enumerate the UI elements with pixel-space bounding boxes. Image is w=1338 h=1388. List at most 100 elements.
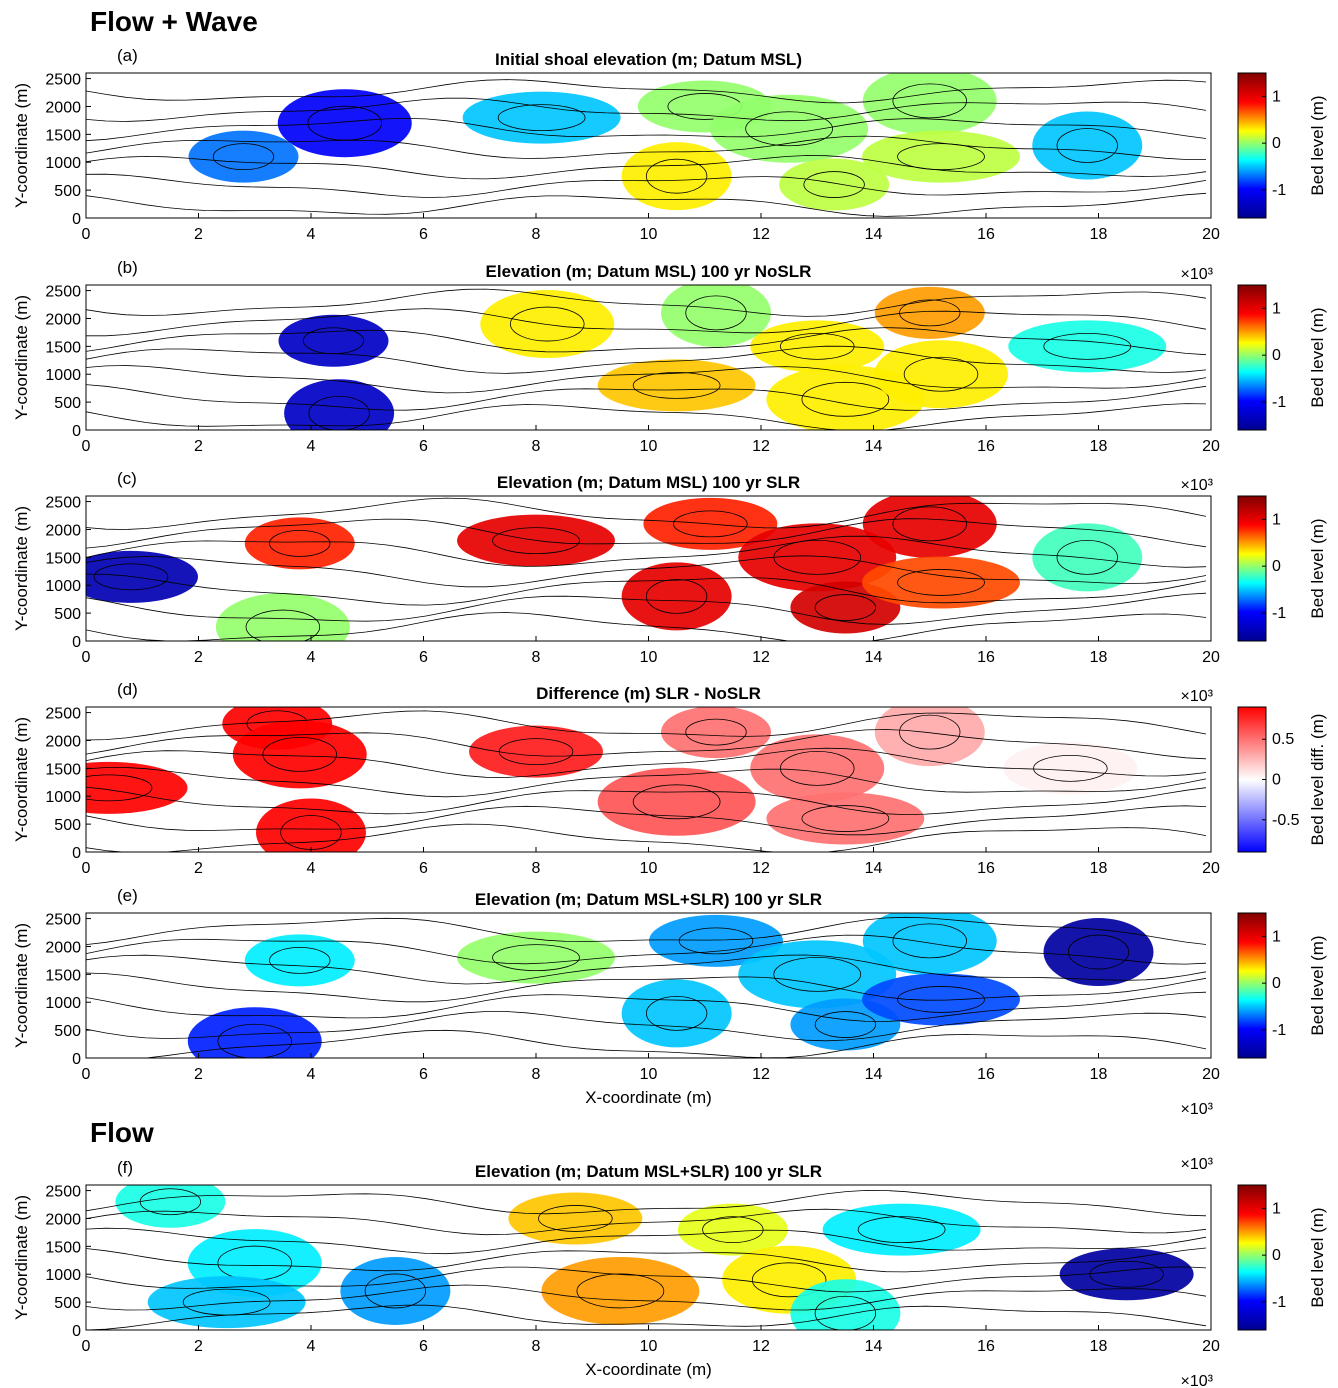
contour-line: [86, 97, 1207, 122]
colorbar-tick-label: 0: [1272, 1247, 1281, 1264]
x-tick-label: 0: [82, 649, 91, 666]
y-tick-label: 1000: [45, 155, 81, 172]
colorbar: [1237, 284, 1267, 431]
shoal-patch: [862, 73, 997, 135]
y-tick-label: 500: [54, 1295, 81, 1312]
y-tick-label: 2000: [45, 311, 81, 328]
contour-line: [86, 555, 1207, 588]
x-tick-label: 12: [752, 1066, 770, 1083]
y-tick-label: 2500: [45, 912, 81, 929]
panel-label: (a): [117, 46, 138, 65]
x-tick-label: 18: [1090, 226, 1108, 243]
y-axis-label: Y-coordinate (m): [12, 83, 31, 208]
panel-1: 0 2 4 6 8 10 12 14 16 18 2005001000150020002500(b)…: [12, 258, 1327, 455]
contour-line: [86, 805, 1207, 836]
y-tick-label: 2000: [45, 733, 81, 750]
contour-line: [86, 1247, 1207, 1273]
x-tick-label: 16: [977, 860, 995, 877]
bed-field: [86, 1185, 1211, 1330]
colorbar-tick-label: -1: [1272, 182, 1286, 199]
contour-line: [86, 497, 1207, 530]
shoal-patch: [187, 1007, 322, 1058]
contour-line: [86, 327, 1207, 356]
contour-line: [86, 365, 1207, 394]
x-tick-label: 20: [1202, 1338, 1220, 1355]
x-tick-label: 4: [307, 860, 316, 877]
x-tick-label: 0: [82, 1066, 91, 1083]
contour-line: [86, 786, 1207, 816]
shoal-contour: [1033, 754, 1108, 782]
colorbar-label: Bed level (m): [1308, 307, 1327, 407]
shoal-patch: [278, 314, 389, 367]
colorbar-label: Bed level (m): [1308, 1207, 1327, 1307]
x-tick-label: 10: [640, 860, 658, 877]
shoal-contour: [903, 356, 979, 392]
x-multiplier: ×10³: [1181, 688, 1214, 705]
shoal-contour: [645, 158, 708, 194]
y-axis-label: Y-coordinate (m): [12, 506, 31, 631]
shoal-contour: [86, 774, 153, 802]
shoal-contour: [632, 371, 721, 399]
shoal-contour: [212, 143, 275, 171]
contour-line: [86, 1227, 1207, 1255]
y-tick-label: 1000: [45, 995, 81, 1012]
shoal-contour: [93, 563, 169, 591]
shoal-contour: [892, 506, 968, 542]
contour-line: [86, 573, 1207, 606]
shoal-patch: [738, 940, 897, 1009]
colorbar-tick-label: 0.5: [1272, 731, 1294, 748]
shoal-patch: [86, 550, 198, 603]
y-tick-label: 1500: [45, 967, 81, 984]
contour-line: [86, 403, 1207, 430]
y-tick-label: 2500: [45, 706, 81, 723]
contour-line: [86, 1304, 1207, 1330]
x-tick-label: 4: [307, 1338, 316, 1355]
shoal-contour: [814, 1295, 877, 1330]
shoal-patch: [621, 979, 732, 1048]
x-tick-label: 16: [977, 1338, 995, 1355]
y-tick-label: 2000: [45, 99, 81, 116]
section-title-flow: Flow: [90, 1117, 154, 1148]
shoal-patch: [862, 496, 997, 558]
y-tick-label: 2000: [45, 522, 81, 539]
contour-line: [86, 1189, 1207, 1217]
shoal-patch: [766, 792, 925, 845]
shoal-patch: [340, 1256, 451, 1325]
x-tick-label: 10: [640, 1338, 658, 1355]
shoal-contour: [632, 784, 721, 820]
top-multiplier: ×10³: [1181, 1156, 1214, 1173]
bed-field: [86, 496, 1211, 641]
y-tick-label: 500: [54, 183, 81, 200]
x-tick-label: 4: [307, 1066, 316, 1083]
contour-line: [86, 535, 1207, 568]
colorbar-tick-label: 0: [1272, 772, 1281, 789]
panel-label: (e): [117, 886, 138, 905]
shoal-contour: [814, 594, 877, 621]
channel-contours: [86, 1189, 1207, 1330]
panel-5: 0 2 4 6 8 10 12 14 16 18 2005001000150020002500(f)…: [12, 1156, 1327, 1388]
y-axis-label: Y-coordinate (m): [12, 923, 31, 1048]
contour-line: [86, 934, 1207, 965]
x-axis-label: X-coordinate (m): [585, 1088, 712, 1107]
x-tick-label: 0: [82, 860, 91, 877]
shoal-contour: [897, 986, 985, 1013]
panel-label: (b): [117, 258, 138, 277]
y-tick-label: 0: [72, 1051, 81, 1068]
x-tick-label: 10: [640, 438, 658, 455]
x-multiplier: ×10³: [1181, 1101, 1214, 1118]
shoal-patch: [874, 707, 985, 767]
y-tick-label: 1500: [45, 550, 81, 567]
contour-line: [86, 747, 1207, 778]
colorbar-tick-label: 1: [1272, 1200, 1281, 1217]
x-axis-label: X-coordinate (m): [585, 1360, 712, 1379]
x-tick-label: 4: [307, 226, 316, 243]
channel-contours: [86, 710, 1207, 852]
x-tick-label: 16: [977, 438, 995, 455]
x-tick-label: 14: [865, 649, 883, 666]
colorbar-tick-label: -0.5: [1272, 812, 1300, 829]
x-tick-label: 14: [865, 226, 883, 243]
shoal-patch: [462, 91, 621, 144]
x-tick-label: 2: [194, 649, 203, 666]
shoal-contour: [245, 609, 321, 641]
colorbar-tick-label: 0: [1272, 347, 1281, 364]
